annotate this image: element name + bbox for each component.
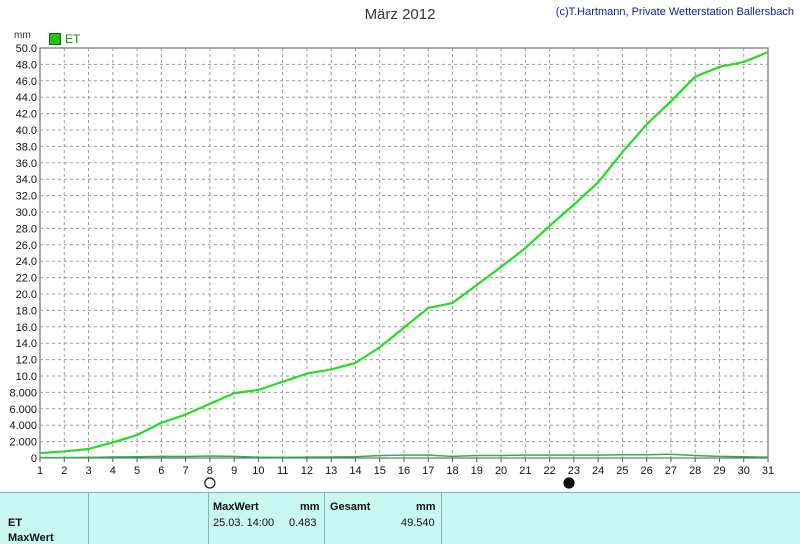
x-tick-label: 4 — [110, 465, 116, 477]
maxwert-header: MaxWert — [213, 501, 259, 513]
table-divider — [441, 493, 442, 544]
x-tick-label: 20 — [495, 465, 507, 477]
table-divider — [208, 493, 209, 544]
x-tick-label: 1 — [37, 465, 43, 477]
y-tick-label: 10.0 — [16, 371, 37, 383]
y-tick-label: 34.0 — [16, 174, 37, 186]
x-tick-label: 13 — [325, 465, 337, 477]
y-tick-label: 14.0 — [16, 338, 37, 350]
y-tick-label: 18.0 — [16, 305, 37, 317]
et-max-date: 25.03. 14:00 — [213, 517, 275, 529]
x-tick-label: 12 — [301, 465, 313, 477]
table-divider — [324, 493, 325, 544]
x-tick-label: 23 — [568, 465, 580, 477]
x-tick-label: 22 — [543, 465, 555, 477]
y-tick-label: 8.000 — [9, 387, 37, 399]
y-tick-label: 30.0 — [16, 207, 37, 219]
x-tick-label: 11 — [277, 465, 288, 477]
new-moon-marker — [563, 477, 575, 489]
legend-label: ET — [65, 32, 81, 46]
x-tick-label: 26 — [641, 465, 653, 477]
gesamt-unit-header: mm — [416, 501, 436, 513]
x-tick-label: 14 — [349, 465, 361, 477]
legend-swatch — [49, 33, 61, 45]
y-tick-label: 4.000 — [9, 420, 37, 432]
x-tick-label: 27 — [665, 465, 677, 477]
x-tick-label: 24 — [592, 465, 604, 477]
full-moon-marker — [204, 477, 216, 489]
x-tick-label: 19 — [471, 465, 483, 477]
y-tick-label: 26.0 — [16, 240, 37, 252]
y-tick-label: 46.0 — [16, 76, 37, 88]
x-tick-label: 10 — [252, 465, 264, 477]
x-tick-label: 15 — [374, 465, 386, 477]
y-tick-label: 2.000 — [9, 437, 37, 449]
y-tick-label: 12.0 — [16, 355, 37, 367]
x-tick-label: 28 — [689, 465, 701, 477]
row-maxwert-label: MaxWert — [8, 532, 54, 544]
x-tick-label: 9 — [231, 465, 237, 477]
x-tick-label: 17 — [422, 465, 434, 477]
y-tick-label: 38.0 — [16, 141, 37, 153]
x-tick-label: 16 — [398, 465, 410, 477]
legend: ET — [49, 32, 80, 46]
maxwert-unit-header: mm — [300, 501, 320, 513]
et-total: 49.540 — [401, 517, 435, 529]
series-line-et — [39, 51, 769, 455]
line-chart: 0 2.000 4.000 6.000 8.000 10.0 12.0 14.0 16.0 18.… — [9, 43, 774, 489]
x-tick-label: 21 — [519, 465, 531, 477]
y-tick-label: 16.0 — [16, 322, 37, 334]
x-tick-label: 3 — [85, 465, 91, 477]
credit-text: (c)T.Hartmann, Private Wetterstation Bal… — [555, 6, 794, 18]
x-tick-label: 7 — [183, 465, 189, 477]
y-tick-label: 20.0 — [16, 289, 37, 301]
x-tick-label: 31 — [762, 465, 774, 477]
x-tick-label: 5 — [134, 465, 140, 477]
x-tick-label: 30 — [738, 465, 750, 477]
summary-table: MaxWert mm Gesamt mm ET 25.03. 14:00 0.4… — [0, 492, 800, 544]
y-tick-label: 36.0 — [16, 158, 37, 170]
y-tick-label: 28.0 — [16, 223, 37, 235]
series-line-secondary — [40, 453, 769, 459]
y-tick-label: 40.0 — [16, 125, 37, 137]
y-tick-label: 48.0 — [16, 59, 37, 71]
y-tick-label: 32.0 — [16, 191, 37, 203]
y-tick-label: 42.0 — [16, 109, 37, 121]
y-axis-unit: mm — [14, 30, 31, 41]
x-tick-label: 2 — [61, 465, 67, 477]
x-tick-label: 25 — [616, 465, 628, 477]
table-divider — [88, 493, 89, 544]
x-tick-label: 6 — [158, 465, 164, 477]
y-tick-label: 44.0 — [16, 92, 37, 104]
x-tick-label: 18 — [446, 465, 458, 477]
y-tick-label: 6.000 — [9, 404, 37, 416]
row-et-label: ET — [8, 517, 23, 529]
y-tick-label: 22.0 — [16, 273, 37, 285]
y-tick-label: 50.0 — [16, 43, 37, 55]
gesamt-header: Gesamt — [330, 501, 371, 513]
y-tick-label: 0 — [31, 453, 37, 465]
et-max-value: 0.483 — [289, 517, 317, 529]
x-tick-label: 29 — [713, 465, 725, 477]
y-tick-label: 24.0 — [16, 256, 37, 268]
chart-title: März 2012 — [364, 6, 436, 23]
x-tick-label: 8 — [207, 465, 213, 477]
